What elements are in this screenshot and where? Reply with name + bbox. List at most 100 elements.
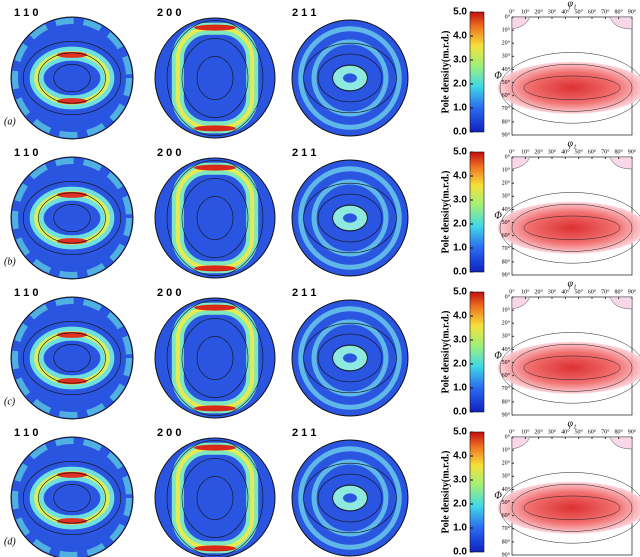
texture-peak (194, 164, 236, 171)
odf-y-label: Φ (494, 210, 502, 221)
colorbar-tick-label: 0.0 (453, 267, 467, 278)
odf-y-tick-label: 60° (502, 512, 511, 519)
pole-figure-disk (10, 296, 134, 420)
odf-y-tick-label: 80° (502, 258, 511, 265)
odf-y-tick-label: 20° (502, 320, 511, 327)
odf-corner (511, 156, 531, 170)
colorbar-tick-label: 5.0 (453, 427, 467, 438)
contour-line (166, 160, 264, 276)
odf-contour (511, 343, 633, 392)
odf-y-tick-label: 70° (502, 105, 511, 112)
pole-figure-title: 1 1 0 (14, 7, 38, 19)
odf-x-tick-label: 20° (534, 428, 543, 435)
contour-line (332, 484, 368, 512)
odf-y-tick-label: 70° (502, 245, 511, 252)
pole-figure-title: 2 0 0 (157, 427, 181, 439)
odf-x-tick-label: 20° (534, 288, 543, 295)
texture-peak (194, 405, 236, 412)
pole-figure-title: 2 0 0 (157, 287, 181, 299)
odf-x-label: φ₁ (567, 278, 576, 289)
odf-band (497, 341, 640, 394)
contour-line (53, 63, 91, 93)
row-label: (b) (4, 256, 16, 267)
colorbar-tick-label: 2.0 (453, 499, 467, 510)
contour-line (332, 64, 368, 92)
odf-corner (609, 436, 633, 450)
odf-x-tick-label: 70° (601, 148, 610, 155)
contour-line (166, 440, 264, 556)
odf-x-tick-label: 60° (588, 428, 597, 435)
odf-corner (609, 296, 633, 310)
odf-y-tick-label: 30° (502, 193, 511, 200)
odf-corner (511, 16, 531, 30)
odf-y-tick-label: 30° (502, 473, 511, 480)
contour-line (38, 332, 106, 384)
odf-y-tick-label: 80° (502, 398, 511, 405)
contour-line (166, 20, 264, 136)
colorbar-tick-label: 5.0 (453, 287, 467, 298)
colorbar (469, 291, 485, 413)
pole-figure-title: 2 1 1 (292, 427, 316, 439)
colorbar-tick-label: 3.0 (453, 475, 467, 486)
colorbar-tick-label: 2.0 (453, 359, 467, 370)
odf-contour (499, 52, 640, 124)
texture-center (343, 493, 357, 503)
odf-x-tick-label: 10° (521, 428, 530, 435)
odf-x-tick-label: 80° (614, 288, 623, 295)
odf-corner (609, 156, 633, 170)
odf-y-tick-label: 30° (502, 53, 511, 60)
odf-corner (609, 16, 633, 30)
odf-x-label: φ₁ (567, 418, 576, 429)
colorbar-tick-label: 1.0 (453, 103, 467, 114)
contour-line (317, 193, 383, 243)
colorbar-title: Pole density(m.r.d.) (440, 171, 451, 254)
odf-y-label: Φ (494, 350, 502, 361)
odf-x-tick-label: 80° (614, 8, 623, 15)
odf-contour (511, 203, 633, 252)
odf-y-tick-label: 20° (502, 180, 511, 187)
odf-x-tick-label: 10° (521, 8, 530, 15)
odf-x-tick-label: 40° (561, 8, 570, 15)
odf-x-tick-label: 0° (509, 148, 515, 155)
odf-y-tick-label: 0° (505, 153, 511, 160)
odf-y-tick-label: 0° (505, 433, 511, 440)
texture-ring (298, 166, 402, 270)
odf-x-tick-label: 50° (574, 288, 583, 295)
contour-line (166, 300, 264, 416)
colorbar (469, 431, 485, 553)
odf-y-tick-label: 60° (502, 372, 511, 379)
colorbar-tick-label: 5.0 (453, 7, 467, 18)
texture-peak (194, 444, 236, 451)
contour-line (38, 472, 106, 524)
pole-figure-title: 2 1 1 (292, 147, 316, 159)
odf-y-tick-label: 40° (502, 486, 511, 493)
odf-x-tick-label: 90° (628, 8, 637, 15)
odf-x-tick-label: 30° (548, 8, 557, 15)
odf-x-tick-label: 60° (588, 288, 597, 295)
odf-y-tick-label: 20° (502, 40, 511, 47)
contour-line (303, 182, 397, 254)
odf-y-tick-label: 10° (502, 446, 511, 453)
colorbar-tick-label: 3.0 (453, 335, 467, 346)
colorbar-tick-label: 1.0 (453, 523, 467, 534)
odf-corner (511, 436, 531, 450)
odf-y-tick-label: 60° (502, 92, 511, 99)
odf-x-tick-label: 50° (574, 148, 583, 155)
odf-x-tick-label: 90° (628, 148, 637, 155)
contour-line (196, 336, 234, 380)
odf-y-tick-label: 10° (502, 26, 511, 33)
odf-y-tick-label: 20° (502, 460, 511, 467)
contour-line (181, 38, 249, 118)
odf-y-label: Φ (494, 490, 502, 501)
colorbar-title: Pole density(m.r.d.) (440, 31, 451, 114)
odf-y-tick-label: 40° (502, 66, 511, 73)
odf-y-tick-label: 40° (502, 346, 511, 353)
contour-line (196, 196, 234, 240)
odf-x-tick-label: 40° (561, 288, 570, 295)
colorbar-tick-label: 4.0 (453, 31, 467, 42)
texture-peak (194, 265, 236, 272)
contour-line (332, 204, 368, 232)
colorbar (469, 151, 485, 273)
colorbar-tick-label: 1.0 (453, 383, 467, 394)
odf-y-tick-label: 70° (502, 525, 511, 532)
